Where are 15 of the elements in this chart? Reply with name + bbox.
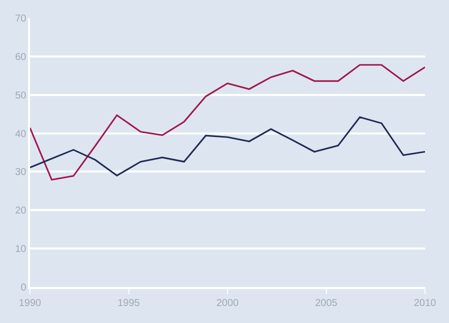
y-tick-label: 20: [15, 206, 27, 217]
x-tick-label: 1995: [118, 298, 140, 309]
y-tick-label: 40: [15, 128, 27, 140]
x-tick-label: 2010: [414, 298, 437, 309]
y-tick-label: 0: [20, 282, 27, 294]
line-series: [30, 64, 425, 181]
line-series: [30, 116, 425, 176]
x-tick-label: 2005: [315, 298, 338, 309]
y-tick-label: 60: [15, 52, 27, 63]
y-tick-label: 70: [15, 14, 27, 24]
y-tick-label: 50: [15, 90, 27, 102]
y-tick-label: 30: [15, 167, 27, 178]
x-tick-label: 1990: [18, 298, 42, 309]
y-tick-label: 10: [15, 244, 27, 256]
x-tick-label: 2000: [216, 298, 240, 309]
